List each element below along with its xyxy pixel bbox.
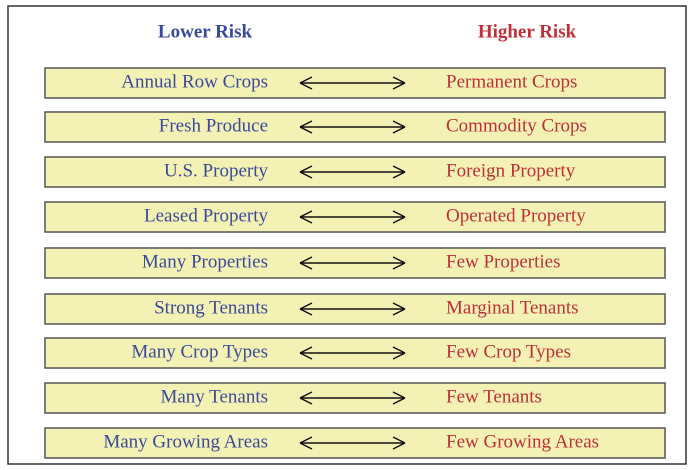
lower-risk-item: Many Growing Areas bbox=[103, 431, 268, 452]
lower-risk-header: Lower Risk bbox=[158, 21, 253, 42]
lower-risk-item: Fresh Produce bbox=[159, 115, 268, 136]
double-arrow bbox=[299, 76, 406, 90]
lower-risk-item: Many Tenants bbox=[160, 386, 268, 407]
lower-risk-item: Strong Tenants bbox=[154, 297, 268, 318]
higher-risk-item: Few Properties bbox=[446, 251, 561, 272]
lower-risk-item: Many Crop Types bbox=[131, 341, 268, 362]
lower-risk-item: U.S. Property bbox=[164, 160, 268, 181]
higher-risk-item: Marginal Tenants bbox=[446, 297, 579, 318]
double-arrow bbox=[299, 436, 406, 450]
lower-risk-item: Many Properties bbox=[142, 251, 268, 272]
higher-risk-item: Operated Property bbox=[446, 205, 586, 226]
double-arrow bbox=[299, 210, 406, 224]
higher-risk-item: Permanent Crops bbox=[446, 71, 577, 92]
double-arrow bbox=[299, 165, 406, 179]
higher-risk-item: Few Crop Types bbox=[446, 341, 571, 362]
double-arrow bbox=[299, 391, 406, 405]
higher-risk-item: Commodity Crops bbox=[446, 115, 587, 136]
higher-risk-item: Few Tenants bbox=[446, 386, 542, 407]
lower-risk-item: Annual Row Crops bbox=[121, 71, 268, 92]
double-arrow bbox=[299, 346, 406, 360]
double-arrow bbox=[299, 120, 406, 134]
double-arrow bbox=[299, 256, 406, 270]
higher-risk-item: Foreign Property bbox=[446, 160, 576, 181]
lower-risk-item: Leased Property bbox=[144, 205, 268, 226]
higher-risk-header: Higher Risk bbox=[478, 21, 577, 42]
higher-risk-item: Few Growing Areas bbox=[446, 431, 599, 452]
double-arrow bbox=[299, 302, 406, 316]
